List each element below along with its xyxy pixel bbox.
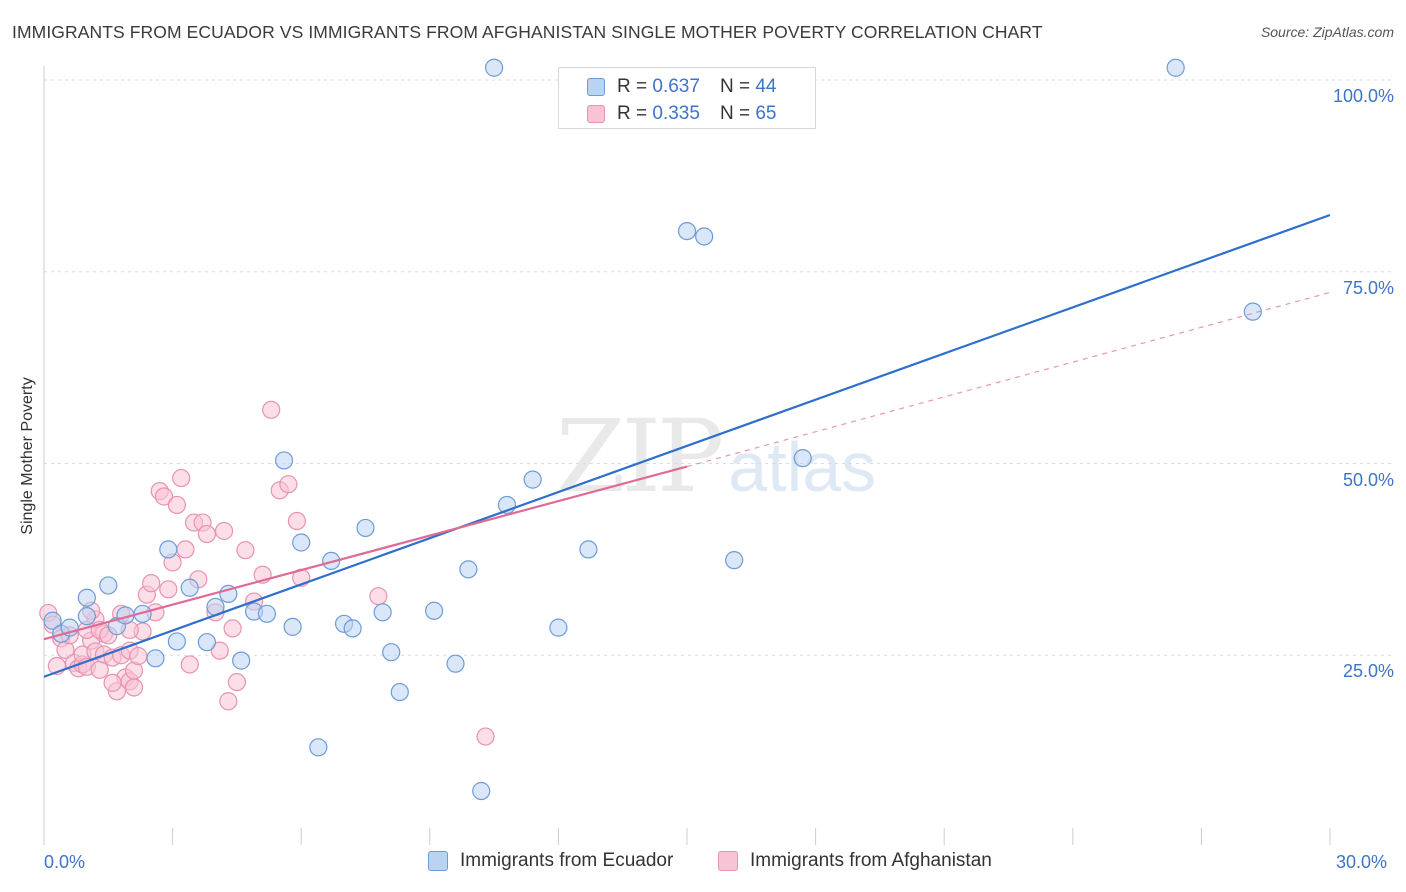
ecuador-trend-line [43, 213, 1331, 678]
legend-n-label: N = [719, 76, 751, 97]
afghanistan-point [142, 574, 161, 593]
correlation-legend: R = 0.637 N = 44 R = 0.335 N = 65 [558, 67, 816, 129]
legend-r-label: R = [617, 76, 648, 97]
afghanistan-point [103, 673, 122, 692]
y-tick-label: 50.0% [1342, 469, 1394, 490]
ecuador-point [77, 588, 96, 607]
y-axis-label: Single Mother Poverty [19, 377, 36, 535]
legend-n-value-afghanistan: 65 [755, 103, 777, 124]
ecuador-point [99, 576, 118, 595]
afghanistan-point [154, 487, 174, 506]
ecuador-point [579, 540, 598, 559]
afghanistan-swatch [587, 105, 605, 123]
afghanistan-point [214, 521, 234, 541]
chart-title: IMMIGRANTS FROM ECUADOR VS IMMIGRANTS FR… [12, 22, 1043, 42]
ecuador-point [793, 449, 812, 468]
legend-n-label: N = [719, 103, 751, 124]
afghanistan-point [369, 587, 388, 606]
afghanistan-legend-label: Immigrants from Afghanistan [750, 850, 992, 871]
x-tick-label-max: 30.0% [1336, 852, 1388, 872]
afghanistan-point [210, 641, 229, 660]
afghanistan-point [197, 524, 216, 544]
ecuador-point [292, 533, 311, 552]
afghanistan-point [129, 646, 148, 666]
ecuador-point [549, 618, 568, 637]
afghanistan-point [167, 495, 186, 515]
ecuador-point [356, 518, 375, 538]
afghanistan-point [476, 727, 495, 746]
ecuador-point [43, 611, 62, 630]
afghanistan-point [124, 678, 144, 697]
ecuador-point [424, 601, 444, 620]
ecuador-point [167, 632, 186, 651]
ecuador-point [695, 227, 714, 246]
ecuador-legend-label: Immigrants from Ecuador [460, 850, 674, 871]
ecuador-point [485, 58, 504, 77]
ecuador-point [309, 738, 328, 757]
legend-n-value-ecuador: 44 [755, 76, 777, 97]
x-tick-label-min: 0.0% [44, 852, 86, 872]
legend-row-afghanistan: R = 0.335 N = 65 [587, 101, 776, 127]
ecuador-point [523, 470, 542, 489]
afghanistan-point [227, 672, 246, 692]
afghanistan-point [159, 580, 178, 599]
afghanistan-point [262, 400, 281, 419]
ecuador-point [257, 604, 277, 623]
ecuador-point [274, 451, 294, 470]
afghanistan-point [172, 468, 191, 488]
afghanistan-point [180, 655, 199, 674]
ecuador-point [390, 682, 409, 702]
afghanistan-point [223, 619, 242, 638]
y-tick-label: 25.0% [1342, 661, 1394, 682]
ecuador-point [283, 617, 302, 636]
ecuador-point [343, 619, 362, 638]
ecuador-point [232, 651, 251, 670]
afghanistan-point [236, 541, 255, 560]
ecuador-point [472, 781, 491, 801]
ecuador-point [677, 221, 697, 241]
afghanistan-point [219, 692, 238, 711]
ecuador-point [77, 607, 96, 626]
afghanistan-legend-swatch [718, 851, 738, 871]
source-credit: Source: ZipAtlas.com [1260, 24, 1394, 40]
afghanistan-trend-line [43, 465, 688, 641]
ecuador-point [159, 540, 178, 559]
ecuador-point [459, 560, 478, 579]
ecuador-point [446, 654, 465, 673]
ecuador-point [180, 578, 199, 597]
ecuador-legend-swatch [428, 851, 448, 871]
legend-r-label: R = [617, 103, 648, 124]
ecuador-point [197, 633, 216, 652]
ecuador-swatch [587, 78, 605, 96]
ecuador-point [382, 643, 401, 662]
legend-row-ecuador: R = 0.637 N = 44 [587, 74, 776, 100]
bottom-legend-afghanistan: Immigrants from Afghanistan [718, 850, 992, 872]
afghanistan-trend-extension [686, 291, 1331, 468]
ecuador-point [146, 649, 165, 668]
afghanistan-point [90, 660, 109, 679]
y-tick-label: 100.0% [1332, 86, 1394, 106]
ecuador-point [725, 551, 744, 570]
afghanistan-point [176, 540, 195, 559]
afghanistan-point [287, 511, 307, 531]
bottom-legend-ecuador: Immigrants from Ecuador [428, 850, 673, 872]
legend-r-value-ecuador: 0.637 [652, 76, 700, 97]
ecuador-point [1166, 58, 1185, 77]
legend-r-value-afghanistan: 0.335 [652, 103, 700, 124]
y-tick-label: 75.0% [1342, 277, 1394, 298]
ecuador-point [373, 603, 392, 622]
afghanistan-point [279, 475, 298, 494]
